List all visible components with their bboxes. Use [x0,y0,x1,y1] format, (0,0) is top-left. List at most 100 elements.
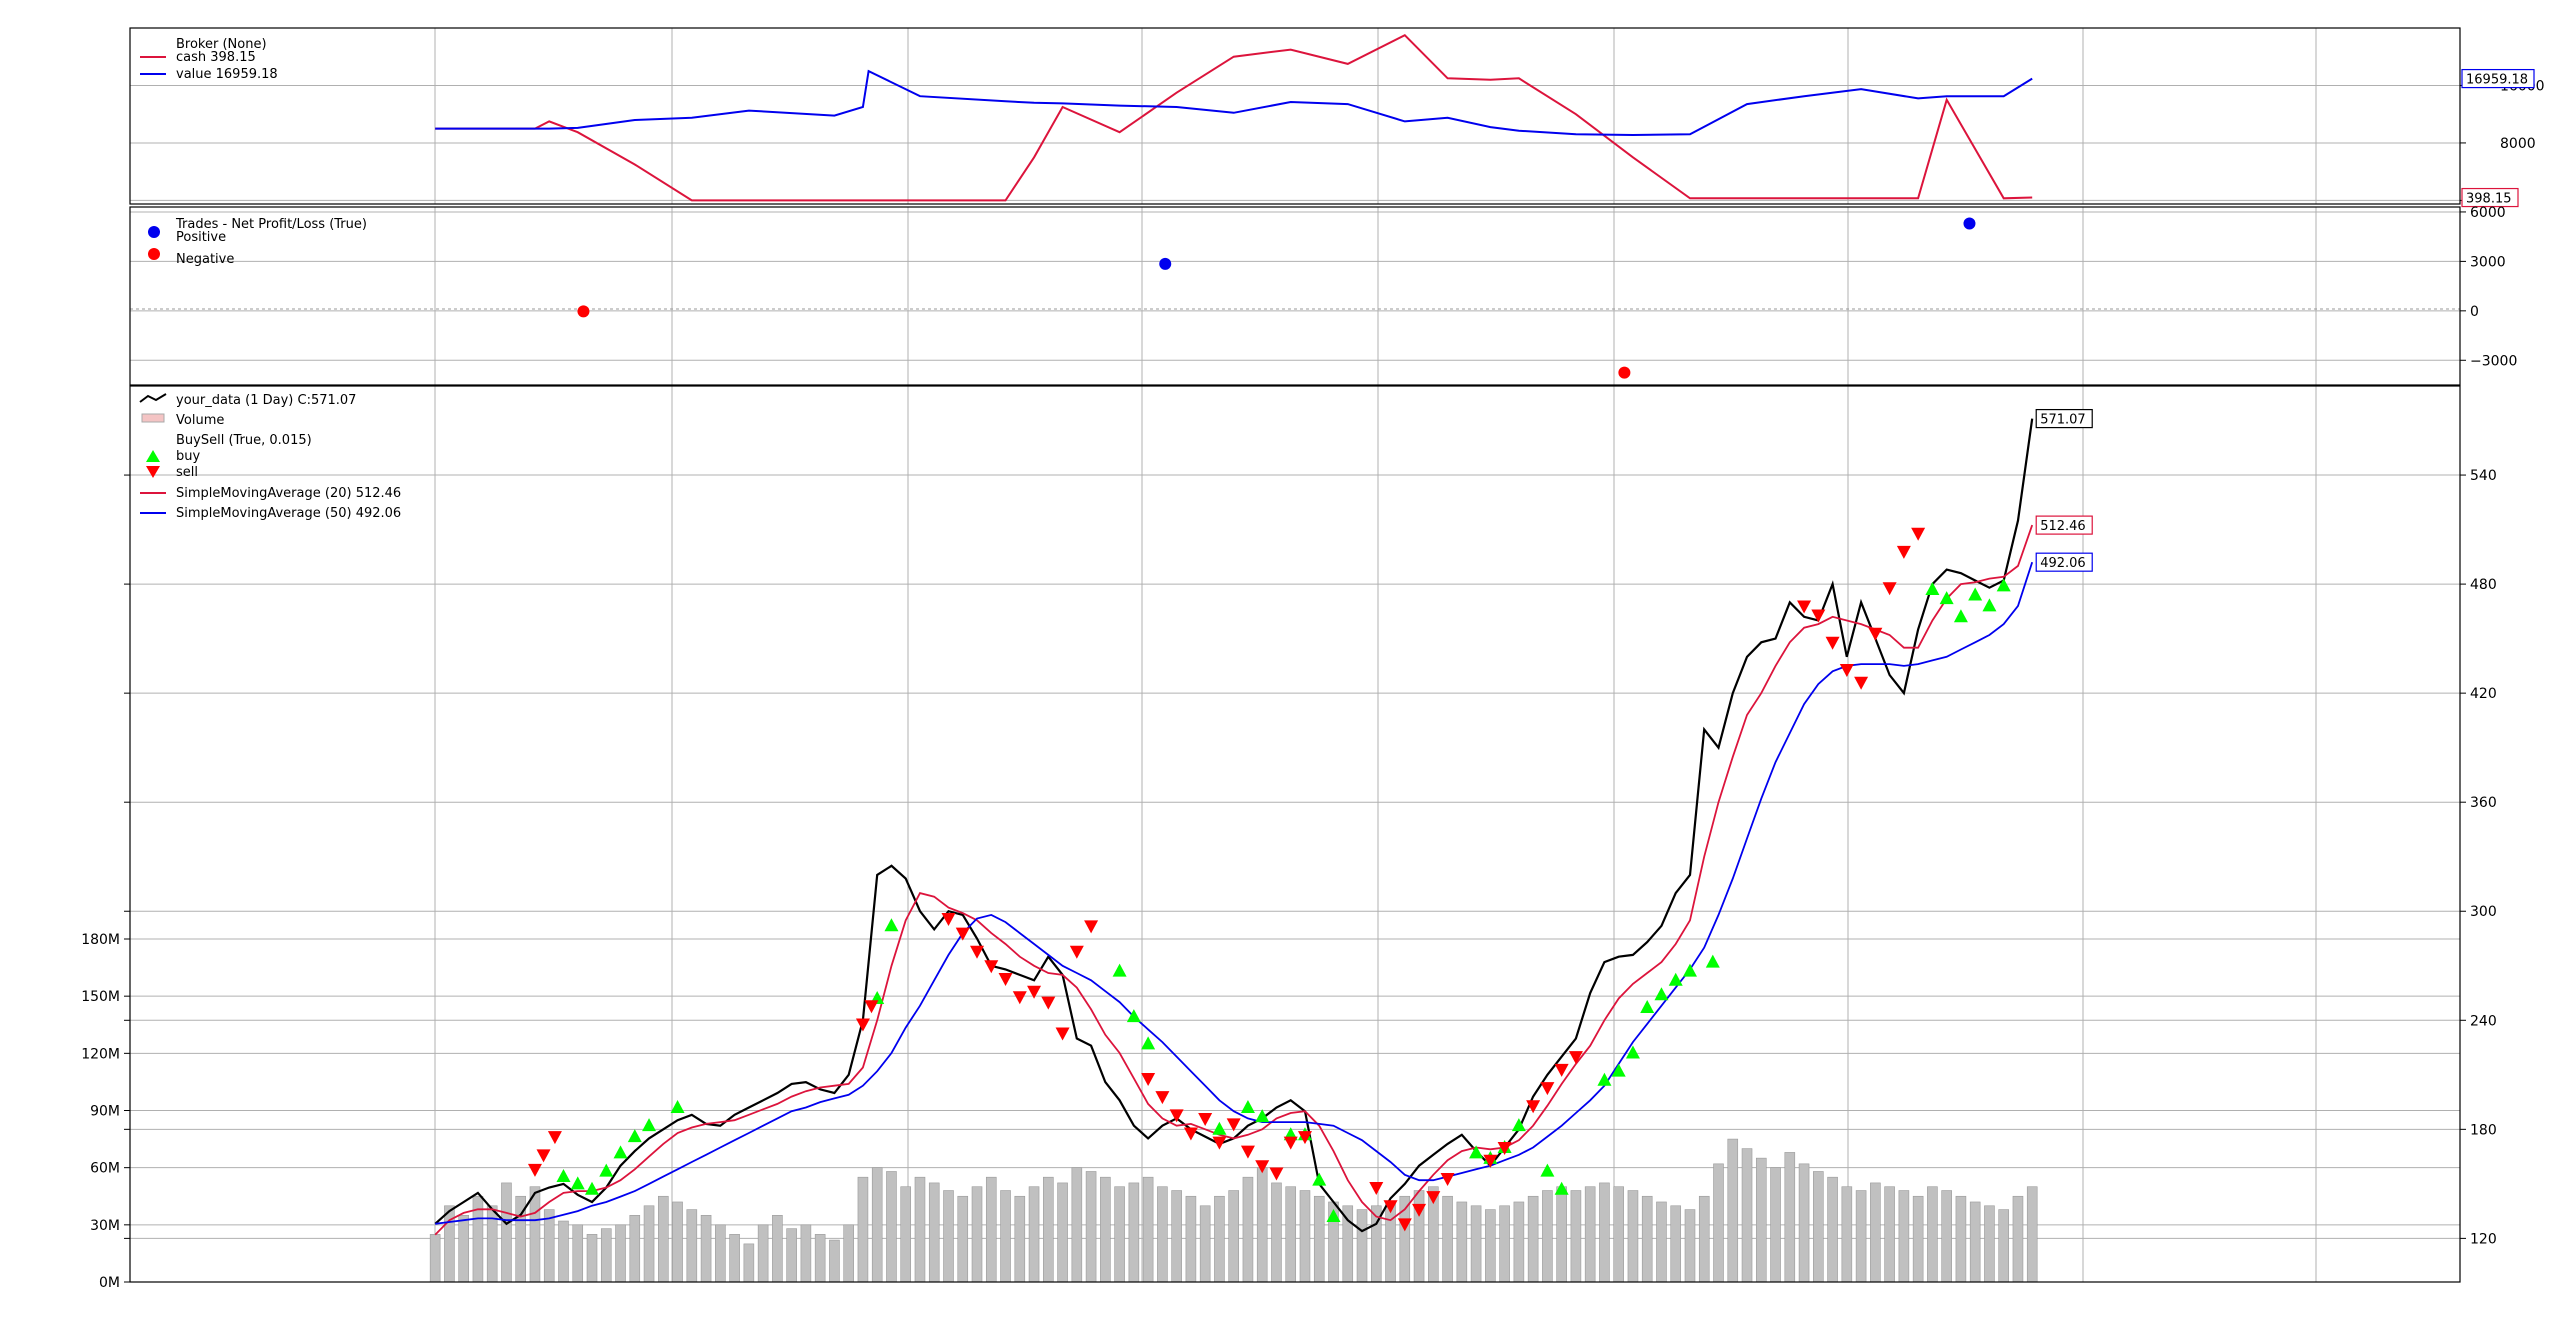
sell-marker [1269,1167,1284,1181]
volume-bar [1499,1205,1510,1283]
sell-marker [1483,1154,1498,1168]
buy-marker [556,1169,571,1183]
volume-bar [814,1234,826,1283]
volume-bar [1242,1176,1254,1283]
sell-marker [1198,1112,1213,1126]
broker-gridlines [130,28,2460,204]
buy-marker [627,1129,642,1143]
price-y-tick-label: 120 [2470,1231,2497,1247]
volume-y-tick-label: 0M [99,1275,120,1291]
volume-bar [444,1205,455,1283]
price-legend-entry: BuySell (True, 0.015) [176,433,312,448]
buy-marker [1511,1118,1526,1132]
sma20-last-tag-box [2035,515,2093,535]
trades-y-tick-label: −3000 [2470,353,2517,369]
sell-marker [1369,1182,1384,1196]
buy-marker [1326,1209,1341,1223]
sell-marker [1868,627,1883,641]
volume-y-tick-label: 180M [81,932,120,948]
volume-bar [1071,1167,1083,1283]
buy-marker [1654,987,1669,1001]
broker-legend: Broker (None)cash 398.15 value 16959.18 [140,37,278,82]
buy-marker [884,918,899,932]
volume-bar [886,1171,897,1283]
sell-marker [1383,1200,1398,1214]
broker-legend-entry: cash 398.15 [176,50,256,65]
sell-marker [1169,1109,1184,1123]
sell-marker [1825,636,1840,650]
broker-panel-frame [129,27,2461,205]
volume-bar [1485,1209,1496,1283]
volume-bar [558,1220,569,1283]
broker-cash-line [435,33,2033,202]
volume-bar [1969,1201,1981,1283]
price-series [434,418,2034,1236]
price-legend: your_data (1 Day) C:571.07 Volume BuySell … [139,393,401,521]
trades-panel-frame [129,206,2461,386]
volume-y-tick-label: 150M [81,989,120,1005]
broker-value-last-tag: 16959.18 [2466,73,2528,88]
trades-legend: Trades - Net Profit/Loss (True)Positive N… [148,217,367,267]
volume-bar [914,1176,926,1283]
volume-bar [715,1224,726,1283]
sell-marker [1896,545,1911,559]
sell-marker [1027,985,1042,999]
volume-bar [1100,1176,1111,1283]
volume-bar [1713,1163,1724,1283]
volume-bar [486,1205,498,1283]
broker-series [435,33,2033,202]
sell-marker [1212,1136,1227,1150]
volume-bar [1014,1195,1026,1283]
volume-bar [1984,1205,1995,1283]
volume-bar [2026,1186,2038,1283]
volume-bar [1813,1171,1824,1283]
volume-bar [928,1182,940,1283]
sell-marker [1397,1218,1412,1232]
sell-marker [1797,600,1812,614]
buy-marker [1611,1063,1626,1077]
sell-marker [1084,920,1099,934]
price-legend-entry: buy [176,449,200,464]
trades-panel: 6000 3000 0 −3000 Trades - Net Profit/Loss … [129,205,2517,386]
broker-value-last-tag-box [2461,68,2535,89]
volume-bar [1128,1182,1140,1283]
price-y-axis-ticks: 120 180 240 300 360 420 480 540 [2460,468,2497,1247]
sell-marker [1911,527,1926,541]
volume-bar [1884,1186,1895,1283]
price-legend-entry: Volume [176,413,224,428]
volume-bar [1028,1186,1040,1283]
trades-legend-title: Trades - Net Profit/Loss (True) [175,217,367,232]
volume-bar [1827,1176,1838,1283]
price-legend-swatch [146,466,160,478]
buy-marker [1668,972,1683,986]
buy-marker [1640,1000,1655,1014]
price-legend-entry: SimpleMovingAverage (50) 492.06 [176,506,401,521]
volume-bar [871,1167,883,1283]
close-last-tag: 571.07 [2040,413,2085,428]
sell-marker [955,927,970,941]
volume-y-tick-label: 120M [81,1046,120,1062]
volume-bar [1142,1176,1154,1283]
price-last-value-tags: 571.07 512.46 492.06 [2035,408,2093,572]
sell-marker [1155,1091,1170,1105]
buy-sell-markers [527,527,2011,1232]
volume-bar [686,1209,698,1283]
sell-marker [984,960,999,974]
sell-marker [1255,1160,1270,1174]
volume-bar [800,1224,812,1283]
sell-marker [1540,1082,1555,1096]
volume-bar [1114,1186,1125,1283]
volume-bar [600,1228,612,1283]
price-legend-swatch [139,393,167,403]
volume-bar [1912,1195,1924,1283]
volume-bar [615,1224,626,1283]
volume-bar [971,1186,983,1283]
broker-cash-last-tag: 398.15 [2466,192,2512,207]
broker-legend-entry: value 16959.18 [176,67,278,82]
volume-bar [1228,1190,1239,1283]
buy-marker [642,1118,657,1132]
buy-marker [585,1181,600,1195]
buy-marker [570,1176,585,1190]
buy-marker [1141,1036,1156,1050]
